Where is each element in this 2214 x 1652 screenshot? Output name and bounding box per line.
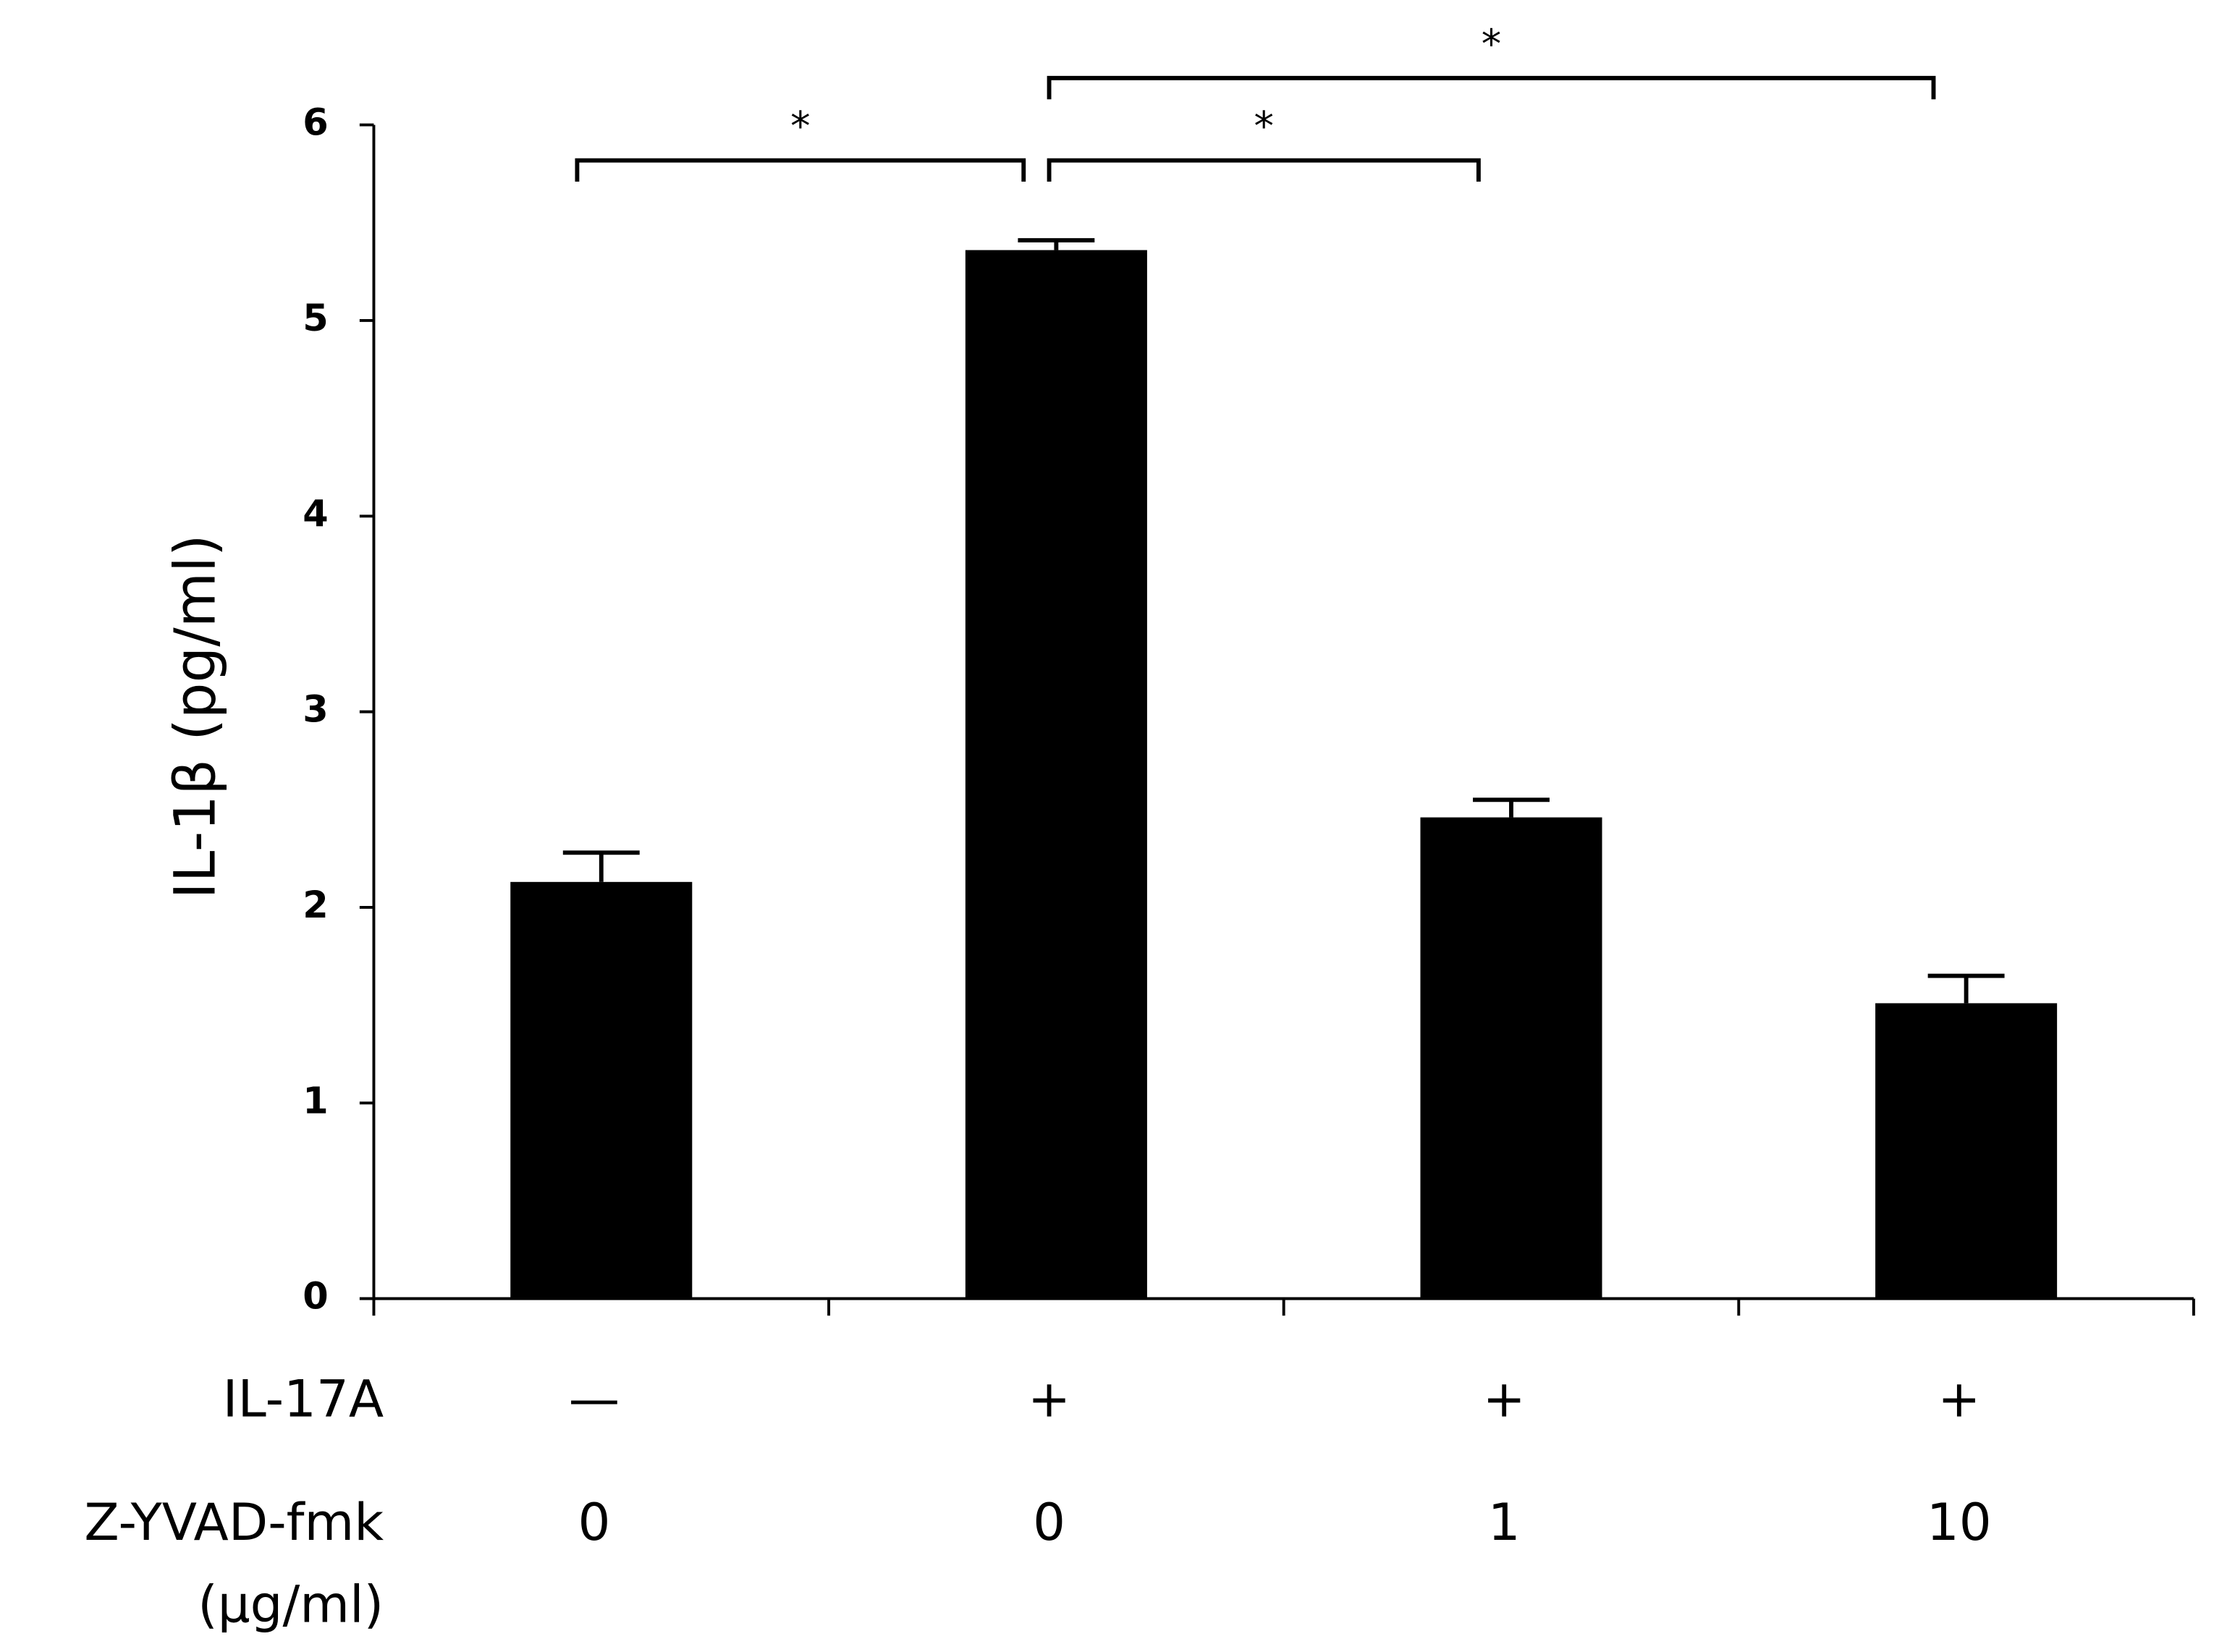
y-tick-label: 3 [303,689,328,732]
row-value: + [1483,1368,1526,1428]
row-value: 10 [1927,1492,1992,1552]
y-tick-label: 0 [303,1276,328,1318]
y-tick-label: 5 [303,297,328,340]
y-tick-label: 4 [303,493,328,535]
row-label: Z-YVAD-fmk [84,1492,384,1552]
row-label: IL-17A [223,1368,384,1428]
y-tick-label: 6 [303,102,328,145]
bar [510,881,693,1299]
row-label: (µg/ml) [198,1575,384,1635]
significance-bracket [1047,75,1936,100]
row-value: 0 [578,1492,611,1552]
row-value: — [569,1368,620,1428]
row-value: 1 [1488,1492,1521,1552]
significance-bracket [1047,158,1481,182]
significance-label: * [1254,103,1274,150]
row-value: + [1028,1368,1070,1428]
significance-label: * [1482,21,1501,67]
row-value: 0 [1033,1492,1065,1552]
y-tick-label: 1 [303,1080,328,1122]
row-value: + [1938,1368,1980,1428]
significance-bracket [575,158,1026,182]
bar [1875,1003,2058,1299]
bar [965,250,1147,1299]
bar [1420,817,1602,1299]
y-axis-label: IL-1β (pg/ml) [162,534,229,899]
significance-label: * [790,103,810,150]
y-tick-label: 2 [303,884,328,927]
